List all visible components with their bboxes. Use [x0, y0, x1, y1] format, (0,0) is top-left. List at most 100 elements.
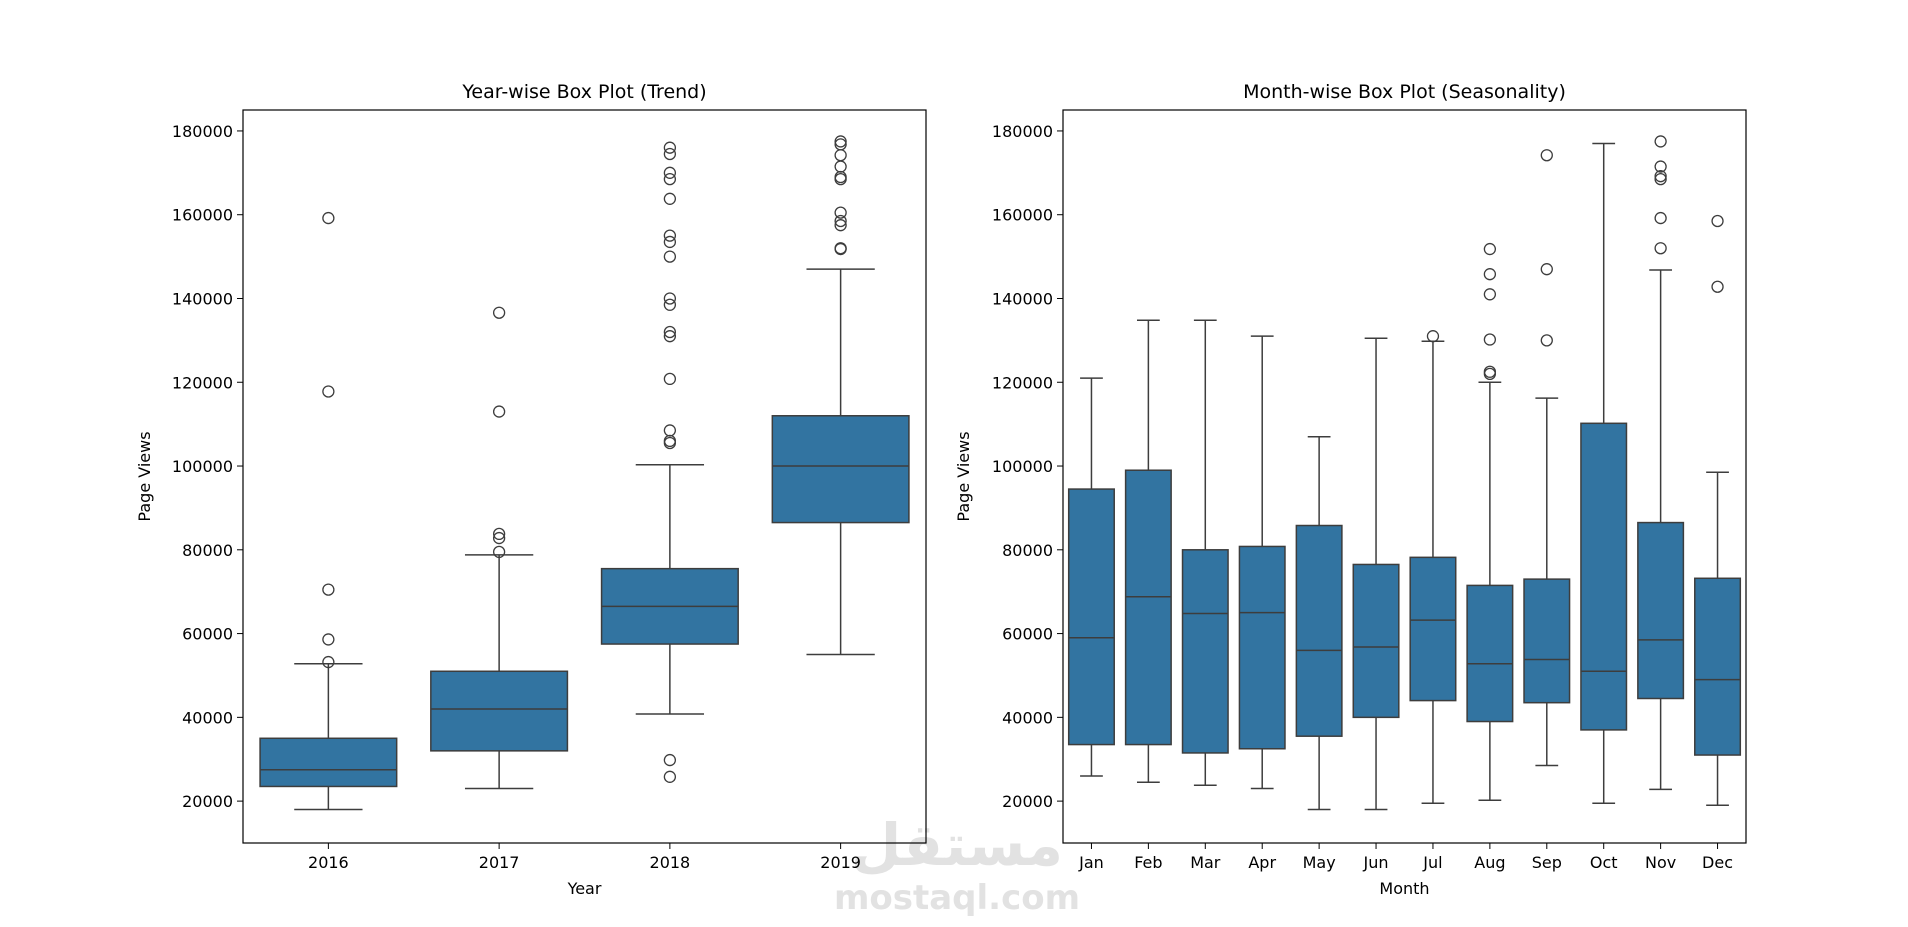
box-Sep: [1523, 149, 1571, 767]
x-tick-label: 2017: [479, 853, 520, 872]
outlier-point: [663, 192, 677, 205]
box-Jun: [1352, 337, 1400, 811]
outlier-point: [834, 242, 847, 255]
box-2018: [600, 141, 739, 783]
outlier-point: [1426, 330, 1440, 343]
y-tick-label: 180000: [992, 122, 1053, 141]
outlier-point: [1711, 280, 1724, 293]
outlier-point: [663, 325, 677, 339]
x-tick-label: 2019: [820, 853, 861, 872]
iqr-box: [1238, 545, 1286, 750]
outlier-point: [1654, 135, 1667, 148]
x-tick-label: May: [1303, 853, 1336, 872]
boxes: [259, 135, 910, 811]
outlier-point: [834, 160, 847, 173]
iqr-box: [430, 670, 569, 752]
y-tick-label: 80000: [1002, 541, 1053, 560]
outlier-point: [1540, 263, 1553, 276]
outlier-point: [1483, 242, 1497, 256]
outlier-point: [834, 138, 847, 151]
outlier-point: [834, 219, 847, 232]
outlier-point: [322, 211, 335, 225]
y-axis-label: Page Views: [135, 431, 154, 521]
outlier-point: [663, 250, 677, 263]
x-tick-label: 2016: [308, 853, 349, 872]
watermark-latin: mostaql.com: [834, 878, 1080, 918]
outlier-point: [1654, 242, 1667, 255]
iqr-box: [1181, 549, 1229, 754]
outlier-point: [834, 214, 847, 228]
x-tick-label: Mar: [1190, 853, 1221, 872]
outlier-point: [322, 385, 335, 398]
chart-title: Year-wise Box Plot (Trend): [461, 81, 706, 103]
outlier-point: [663, 298, 677, 311]
box-Dec: [1694, 214, 1742, 807]
outlier-point: [1483, 268, 1497, 281]
axes-frame: [242, 109, 927, 844]
y-tick-label: 60000: [1002, 625, 1053, 644]
y-tick-label: 20000: [182, 792, 233, 811]
iqr-box: [1466, 584, 1514, 723]
outlier-point: [1711, 214, 1724, 228]
iqr-box: [1295, 524, 1343, 737]
y-ticks: 20000 40000 60000 80000 100000 120000 140000 16…: [992, 122, 1063, 811]
outlier-point: [663, 424, 677, 437]
outlier-point: [492, 527, 506, 541]
x-tick-label: Dec: [1702, 853, 1733, 872]
outlier-point: [663, 166, 677, 179]
year-wise-boxplot-panel: Year-wise Box Plot (Trend) 20000 40000 600…: [135, 81, 927, 898]
watermark: مستقل mostaql.com: [834, 811, 1080, 918]
outlier-point: [1654, 211, 1667, 225]
y-tick-label: 60000: [182, 625, 233, 644]
y-tick-label: 40000: [182, 708, 233, 727]
outlier-point: [663, 372, 677, 386]
x-ticks: Jan Feb Mar Apr May Jun Jul Aug Sep Oct Nov Dec: [1078, 843, 1733, 872]
x-tick-label: Sep: [1532, 853, 1562, 872]
outlier-point: [834, 149, 847, 162]
boxes: [1067, 135, 1742, 811]
iqr-box: [1694, 577, 1742, 756]
iqr-box: [1409, 556, 1457, 702]
x-ticks: 2016 2017 2018 2019: [308, 843, 861, 872]
iqr-box: [1637, 521, 1685, 700]
y-tick-label: 160000: [992, 206, 1053, 225]
iqr-box: [1580, 422, 1628, 731]
outlier-point: [663, 141, 677, 154]
outlier-point: [1654, 170, 1667, 183]
axes-frame: [1062, 109, 1747, 844]
iqr-box: [1124, 469, 1172, 746]
box-Nov: [1637, 135, 1685, 791]
box-Apr: [1238, 335, 1286, 790]
outlier-point: [1540, 149, 1553, 162]
iqr-box: [1352, 563, 1400, 719]
outlier-point: [1483, 288, 1497, 301]
outlier-point: [492, 306, 506, 319]
x-tick-label: 2018: [650, 853, 691, 872]
box-Feb: [1124, 319, 1172, 784]
x-tick-label: Apr: [1248, 853, 1276, 872]
outlier-point: [663, 753, 677, 767]
y-ticks: 20000 40000 60000 80000 100000 120000 140000 16…: [172, 122, 243, 811]
box-Jan: [1067, 377, 1115, 777]
box-2019: [771, 135, 910, 656]
outlier-point: [1540, 334, 1553, 347]
y-tick-label: 140000: [172, 289, 233, 308]
outlier-point: [663, 229, 677, 242]
watermark-arabic: مستقل: [851, 811, 1063, 879]
x-axis-label: Year: [567, 879, 602, 898]
y-tick-label: 120000: [992, 373, 1053, 392]
outlier-point: [663, 292, 677, 305]
box-Jul: [1409, 330, 1457, 804]
outlier-point: [1483, 365, 1497, 378]
outlier-point: [1654, 160, 1667, 173]
y-tick-label: 100000: [992, 457, 1053, 476]
y-tick-label: 20000: [1002, 792, 1053, 811]
x-tick-label: Aug: [1474, 853, 1505, 872]
box-Mar: [1181, 319, 1229, 786]
month-wise-boxplot-panel: Month-wise Box Plot (Seasonality) 20000 4…: [954, 81, 1747, 898]
box-2016: [259, 211, 398, 811]
y-tick-label: 40000: [1002, 708, 1053, 727]
outlier-point: [663, 172, 677, 186]
box-Oct: [1580, 142, 1628, 804]
